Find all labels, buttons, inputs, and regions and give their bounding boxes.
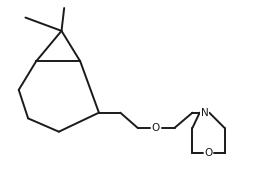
Text: O: O: [152, 123, 160, 133]
Text: N: N: [201, 108, 208, 118]
Text: O: O: [204, 148, 212, 158]
